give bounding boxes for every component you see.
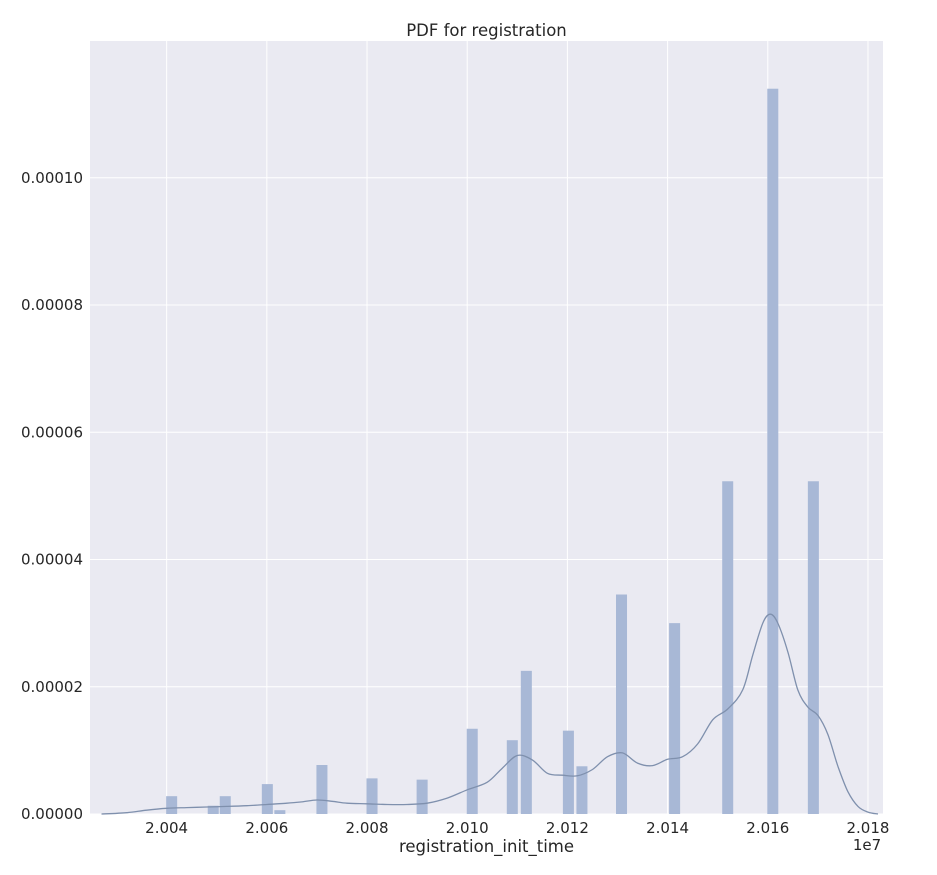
y-tick-label: 0.00004 [21, 551, 83, 569]
x-tick-label: 2.008 [346, 819, 389, 837]
x-tick-label: 2.014 [646, 819, 689, 837]
y-tick-labels: 0.00000 0.00002 0.00004 0.00006 0.00008 0.000… [21, 169, 83, 823]
x-axis-offset-label: 1e7 [853, 836, 881, 854]
histogram-bar [207, 805, 219, 814]
histogram-bar [261, 784, 273, 814]
histogram-bar [506, 740, 518, 814]
y-tick-label: 0.00008 [21, 296, 83, 314]
y-tick-label: 0.00006 [21, 423, 83, 441]
y-tick-label: 0.00000 [21, 805, 83, 823]
histogram-bar [274, 810, 286, 814]
histogram-bar [219, 796, 231, 814]
histogram-bar [562, 730, 574, 814]
y-tick-label: 0.00010 [21, 169, 83, 187]
histogram-bar [466, 728, 478, 814]
x-tick-label: 2.018 [846, 819, 889, 837]
histogram-bar [166, 796, 178, 814]
histogram-bars [166, 88, 819, 814]
histogram-bar [316, 765, 328, 814]
histogram-bar [722, 481, 734, 814]
x-tick-label: 2.004 [145, 819, 188, 837]
x-tick-labels: 2.004 2.006 2.008 2.010 2.012 2.014 2.016 2.018 [145, 819, 889, 837]
histogram-bar [520, 670, 532, 814]
chart-title: PDF for registration [406, 21, 567, 40]
grid-lines [90, 41, 883, 815]
x-tick-label: 2.010 [446, 819, 489, 837]
x-tick-label: 2.012 [546, 819, 589, 837]
histogram-bar [807, 481, 819, 814]
x-tick-label: 2.006 [245, 819, 288, 837]
histogram-bar [767, 88, 779, 814]
histogram-bar [669, 623, 681, 814]
histogram-bar [576, 766, 588, 814]
histogram-bar [416, 779, 428, 814]
histogram-bar [615, 594, 628, 814]
x-tick-label: 2.016 [746, 819, 789, 837]
kde-line [101, 613, 879, 815]
y-tick-label: 0.00002 [21, 678, 83, 696]
plot-background [90, 41, 883, 814]
histogram-bar [366, 778, 378, 814]
x-axis-label: registration_init_time [399, 837, 574, 857]
